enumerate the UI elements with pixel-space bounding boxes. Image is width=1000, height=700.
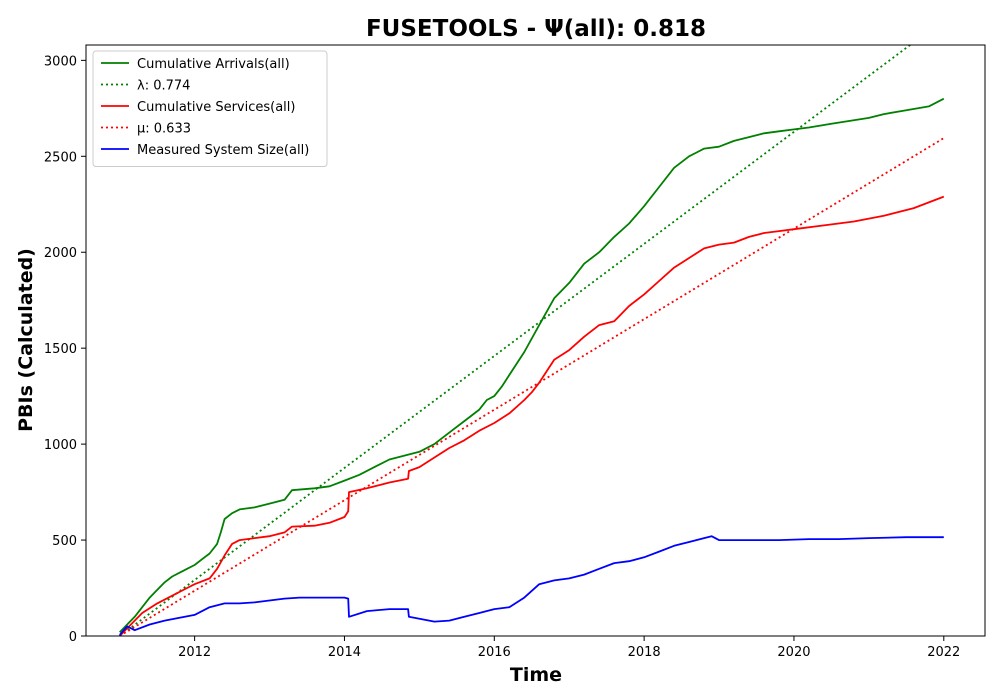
- x-tick-label: 2016: [478, 645, 511, 660]
- x-tick-label: 2020: [777, 645, 810, 660]
- y-tick-label: 1000: [44, 438, 77, 453]
- y-tick-label: 3000: [44, 54, 77, 69]
- x-axis-label: Time: [510, 664, 562, 686]
- y-tick-label: 1500: [44, 342, 77, 357]
- legend: Cumulative Arrivals(all) λ: 0.774 Cumulati…: [92, 50, 328, 167]
- plot-series: [119, 45, 945, 636]
- legend-label: λ: 0.774: [137, 79, 190, 94]
- legend-label: Cumulative Arrivals(all): [137, 57, 290, 72]
- legend-label: μ: 0.633: [137, 122, 191, 137]
- x-tick-label: 2022: [927, 645, 960, 660]
- y-axis: 0 500 1000 1500 2000 2500 3000: [44, 54, 86, 645]
- x-tick-label: 2012: [178, 645, 211, 660]
- series-line-0: [119, 97, 945, 633]
- series-line-2: [119, 195, 945, 636]
- legend-label: Cumulative Services(all): [137, 100, 295, 115]
- y-tick-label: 500: [52, 534, 77, 549]
- x-tick-label: 2014: [328, 645, 361, 660]
- x-axis: 2012 2014 2016 2018 2020 2022: [178, 636, 960, 660]
- y-tick-label: 0: [69, 630, 77, 645]
- chart-title: FUSETOOLS - Ψ(all): 0.818: [366, 16, 706, 42]
- y-tick-label: 2500: [44, 150, 77, 165]
- legend-box: [92, 50, 328, 167]
- series-line-3: [119, 137, 945, 636]
- legend-label: Measured System Size(all): [137, 143, 309, 158]
- plot-frame: [85, 44, 986, 637]
- y-tick-label: 2000: [44, 246, 77, 261]
- y-axis-label: PBIs (Calculated): [15, 248, 37, 432]
- x-tick-label: 2018: [628, 645, 661, 660]
- series-line-4: [119, 535, 944, 636]
